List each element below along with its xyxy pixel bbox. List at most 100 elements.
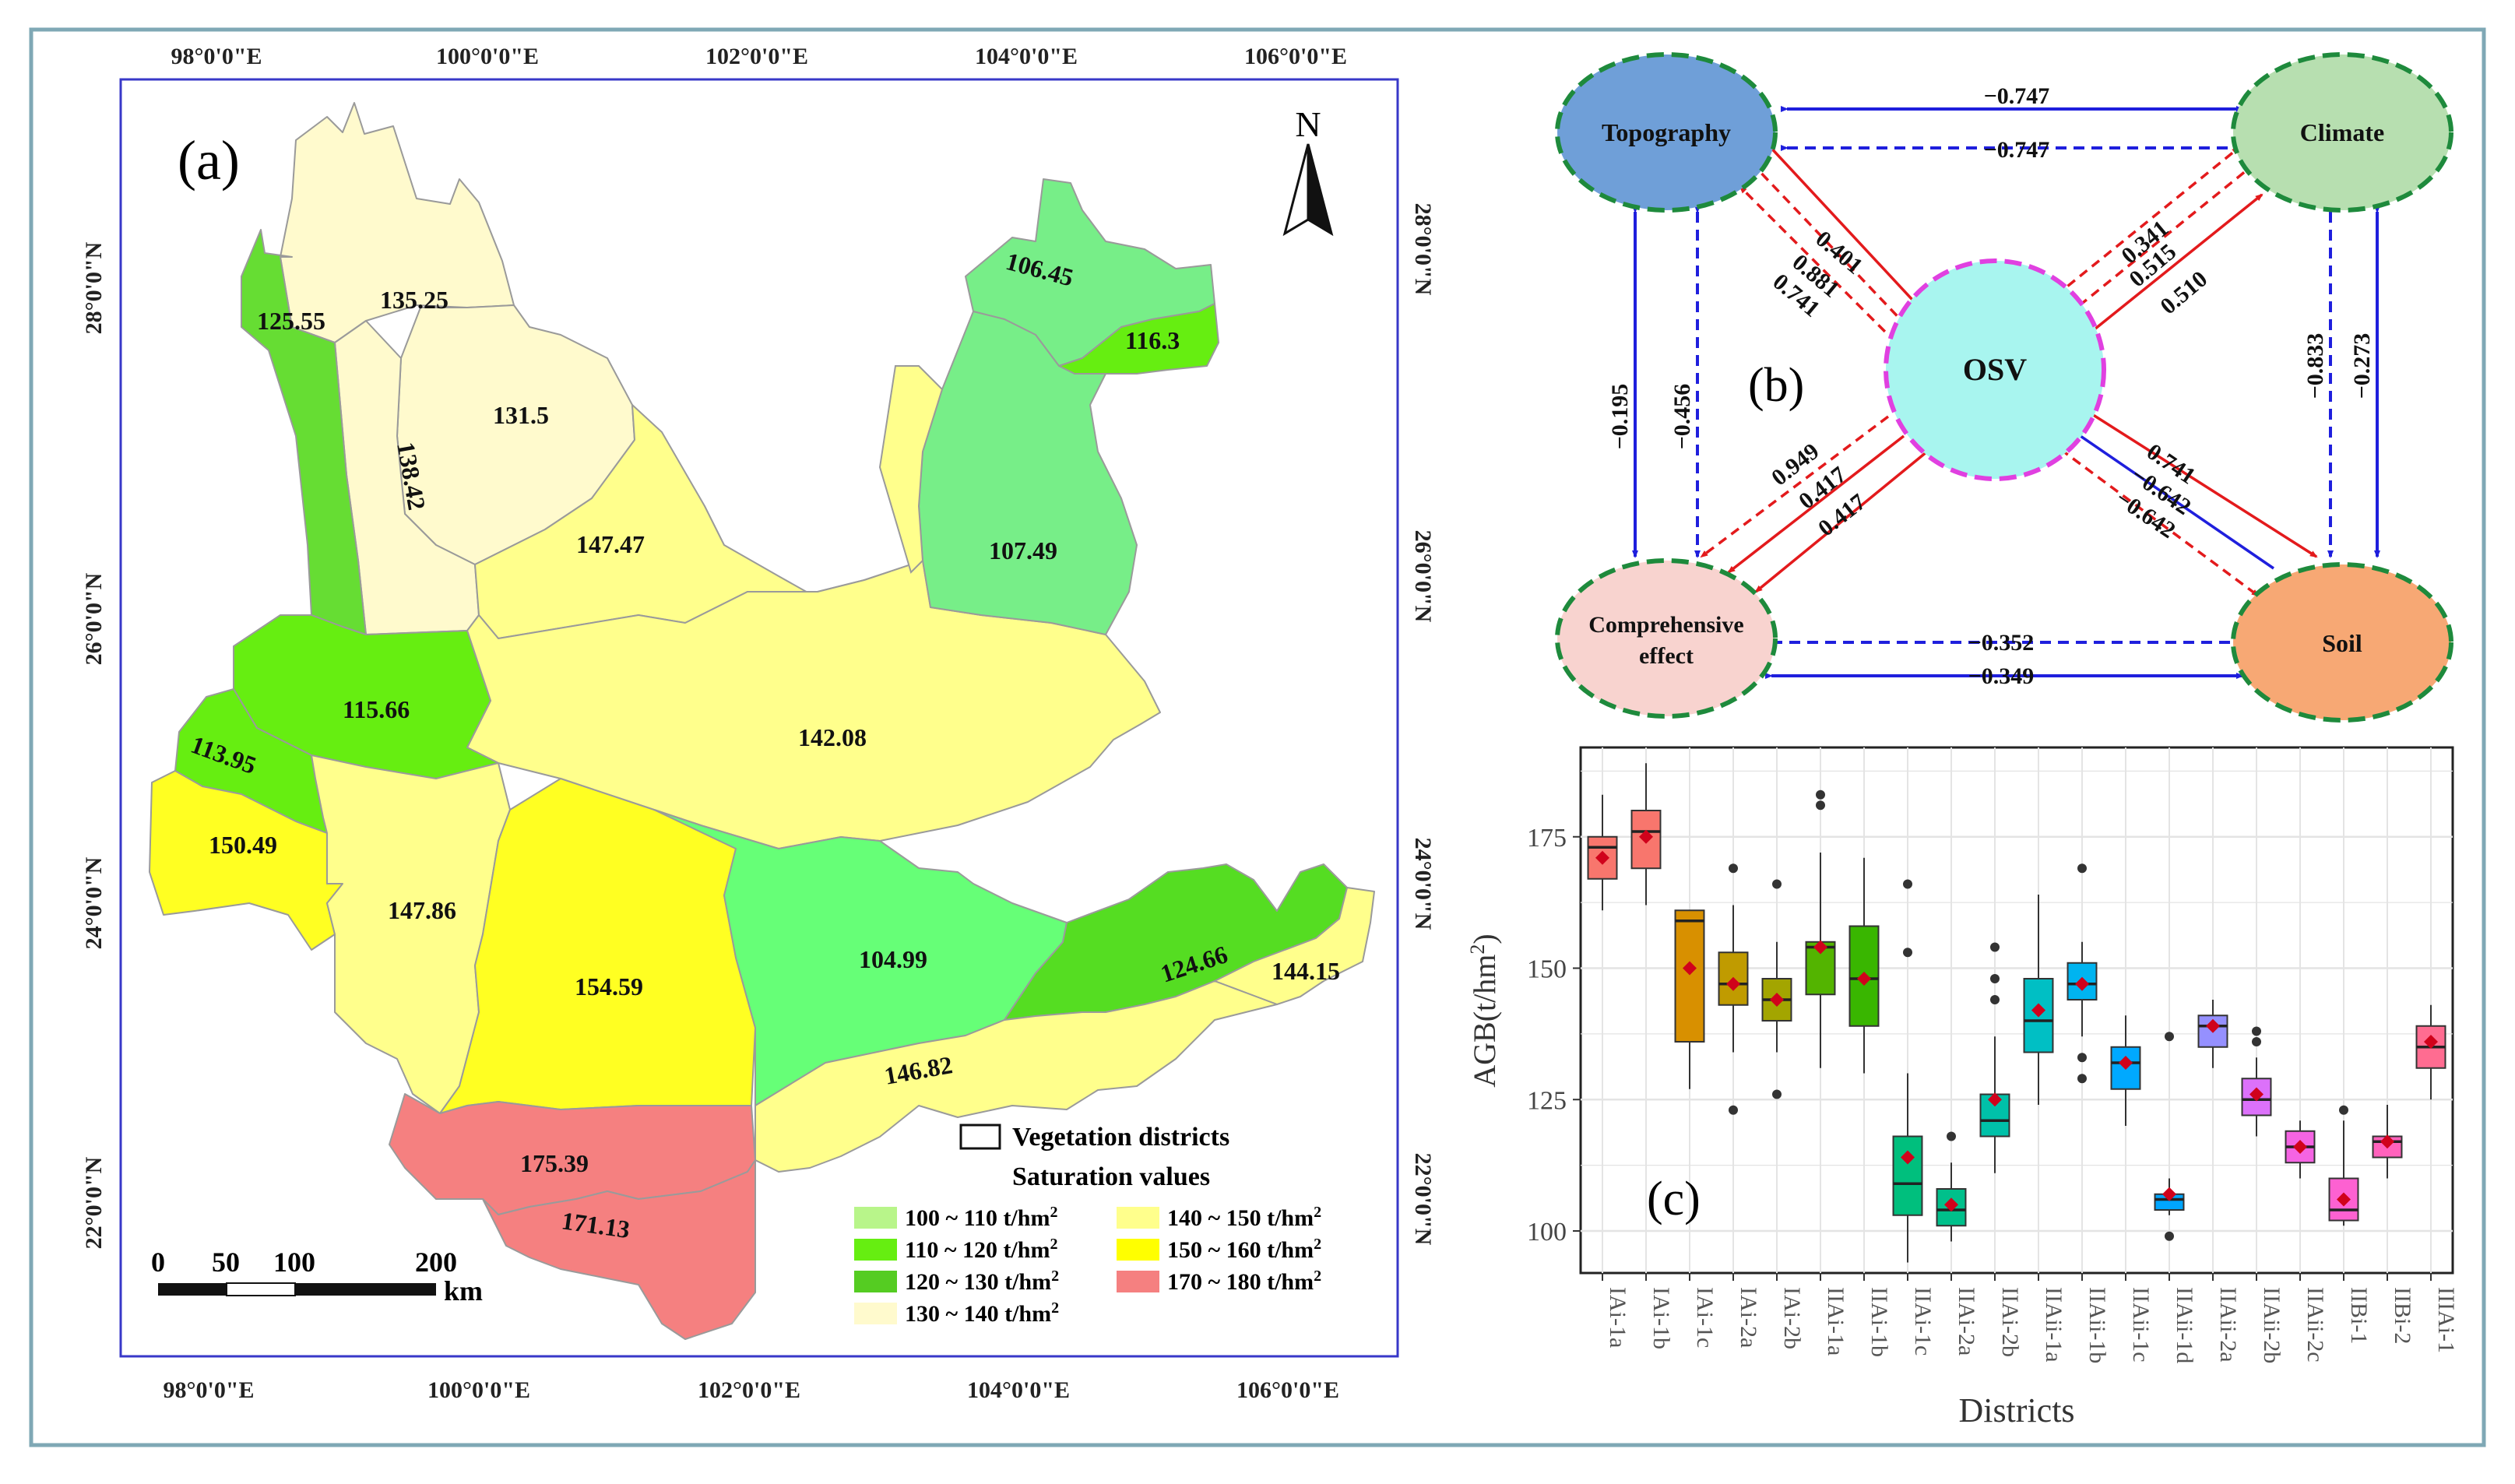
outlier-point	[2165, 1231, 2174, 1241]
legend-swatch	[1117, 1207, 1159, 1229]
edge-osv-soil-3	[2046, 438, 2260, 597]
x-tick-label: IIAi-2a	[1954, 1287, 1979, 1356]
district-label-131-5: 131.5	[493, 401, 549, 429]
mean-marker	[2031, 1003, 2045, 1018]
legend-swatch	[854, 1239, 897, 1261]
scale-tick-200: 200	[415, 1247, 457, 1278]
district-label-154-59: 154.59	[575, 972, 643, 1000]
x-tick-label: IIBi-2	[2390, 1287, 2415, 1344]
legend-swatch	[854, 1207, 897, 1229]
legend-item-sup: 2	[1314, 1268, 1321, 1285]
x-tick-label: IAi-2a	[1736, 1287, 1761, 1348]
district-area-upper-right-lobe	[878, 365, 944, 574]
outlier-point	[1816, 800, 1825, 811]
x-tick-label: IIAi-1a	[1823, 1287, 1848, 1356]
outlier-point	[1990, 974, 2000, 983]
box-IIAii-1a	[2023, 895, 2054, 1105]
legend-item-label: 140 ~ 150 t/hm2	[1167, 1204, 1321, 1231]
box-IIAi-1b	[1848, 857, 1880, 1074]
x-tick-label: IIAi-1b	[1866, 1287, 1892, 1357]
mean-marker	[2119, 1056, 2133, 1070]
mean-marker	[1770, 993, 1784, 1007]
outlier-point	[2252, 1026, 2261, 1036]
top-tick-106: 106°0'0"E	[1244, 44, 1347, 69]
box-IAi-2b	[1761, 879, 1792, 1099]
panel-c-label: (c)	[1647, 1173, 1701, 1226]
legend-swatch	[854, 1303, 897, 1324]
x-tick-label: IIAii-2c	[2302, 1287, 2328, 1363]
edge-osv-clim-2	[2066, 166, 2252, 317]
box-IIAii-1d	[2154, 1032, 2185, 1241]
right-tick-22: 22°0'0"N	[1410, 1153, 1436, 1246]
x-tick-label: IAi-1c	[1692, 1287, 1718, 1348]
legend-item-text: 130 ~ 140 t/hm	[905, 1301, 1051, 1327]
y-tick-label: 100	[1527, 1218, 1567, 1247]
box-IIAii-2a	[2197, 1000, 2228, 1068]
district-label-142-08: 142.08	[798, 723, 867, 751]
legend-item-sup: 2	[1051, 1299, 1059, 1317]
district-label-135-25: 135.25	[380, 286, 448, 314]
box-IIAi-1a	[1805, 789, 1836, 1068]
scale-tick-50: 50	[212, 1247, 240, 1278]
outlier-point	[1990, 942, 2000, 952]
node-soil-label: Soil	[2322, 629, 2362, 657]
left-tick-26: 26°0'0"N	[81, 572, 107, 665]
box-IIAii-2c	[2285, 1120, 2316, 1179]
box-body	[2328, 1177, 2359, 1222]
legend-item-label: 120 ~ 130 t/hm2	[905, 1268, 1059, 1295]
y-axis-title-close: )	[1467, 934, 1502, 944]
mean-marker	[1857, 972, 1871, 986]
x-tick-label: IIAii-1c	[2128, 1287, 2154, 1363]
legend-item-sup: 2	[1314, 1236, 1321, 1253]
node-comprehensive-label-1: Comprehensive	[1588, 612, 1743, 638]
legend-item-label: 150 ~ 160 t/hm2	[1167, 1236, 1321, 1263]
label-topo-comp-solid: −0.195	[1607, 384, 1633, 450]
box-IAi-1b	[1630, 763, 1662, 906]
mean-marker	[1726, 976, 1740, 991]
scale-tick-100: 100	[273, 1247, 315, 1278]
box-body	[1674, 909, 1705, 1043]
district-area-125-55	[241, 229, 367, 635]
left-tick-22: 22°0'0"N	[81, 1156, 107, 1249]
node-comprehensive-label-2: effect	[1639, 643, 1694, 669]
district-label-104-99: 104.99	[859, 945, 927, 973]
panel-c-boxplot: 100 125 150 175 IAi-1a IAi-1b IAi-1c IAi-2a IAi…	[1466, 746, 2459, 1429]
edge-osv-topo-2	[1754, 166, 1909, 329]
outlier-point	[1729, 863, 1738, 874]
district-label-144-15: 144.15	[1272, 957, 1340, 985]
legend-title: Saturation values	[1012, 1162, 1210, 1191]
edge-osv-comp-3	[1754, 450, 1929, 593]
top-tick-104: 104°0'0"E	[975, 44, 1078, 69]
y-axis-title-sup: 2	[1466, 944, 1489, 955]
legend-item-text: 100 ~ 110 t/hm	[905, 1205, 1050, 1231]
edge-osv-clim-1	[2054, 146, 2240, 297]
y-tick-label: 150	[1527, 955, 1567, 984]
legend-swatch	[1117, 1239, 1159, 1261]
legend-item-label: 130 ~ 140 t/hm2	[905, 1299, 1059, 1327]
outlier-point	[2339, 1105, 2348, 1115]
box-IIBi-1	[2328, 1105, 2359, 1226]
outlier-point	[1903, 948, 1912, 958]
node-osv	[1884, 258, 2106, 481]
x-tick-label: IIAii-1a	[2041, 1287, 2067, 1363]
box-IIAi-1c	[1892, 879, 1923, 1263]
legend-item-label: 110 ~ 120 t/hm2	[905, 1236, 1057, 1263]
mean-marker	[2162, 1187, 2176, 1201]
panel-a-map: 98°0'0"E 100°0'0"E 102°0'0"E 104°0'0"E 1…	[81, 44, 1436, 1403]
outlier-point	[1772, 1089, 1782, 1099]
district-label-116-3: 116.3	[1125, 326, 1180, 354]
mean-marker	[1639, 829, 1653, 844]
label-comp-soil-solid: −0.349	[1968, 663, 2035, 689]
district-label-125-55: 125.55	[257, 307, 325, 335]
x-tick-label: IIAii-1d	[2172, 1287, 2197, 1363]
mean-marker	[1944, 1197, 1958, 1212]
outlier-point	[1729, 1105, 1738, 1115]
box-body	[1892, 1135, 1923, 1216]
outlier-point	[1816, 789, 1825, 800]
legend-item-sup: 2	[1050, 1236, 1057, 1253]
y-tick-label: 125	[1527, 1086, 1567, 1115]
plot-area	[1579, 746, 2454, 1275]
scale-unit: km	[444, 1275, 483, 1306]
legend-item-text: 140 ~ 150 t/hm	[1167, 1205, 1314, 1231]
outlier-point	[2077, 863, 2087, 874]
